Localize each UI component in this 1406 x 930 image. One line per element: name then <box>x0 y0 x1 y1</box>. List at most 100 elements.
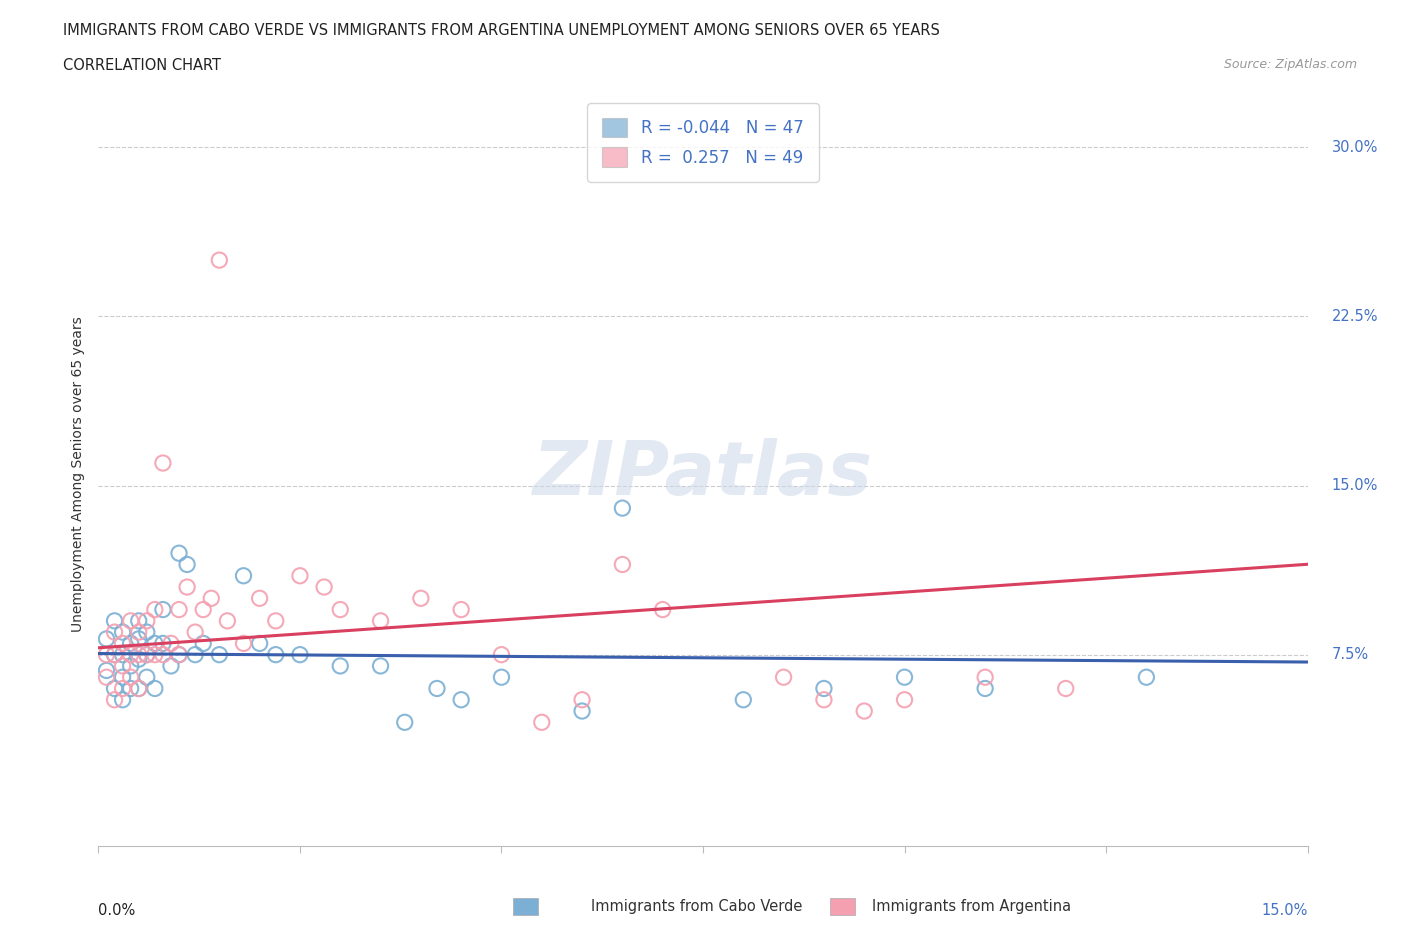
Point <box>143 602 166 617</box>
Point <box>103 692 125 707</box>
Point <box>249 591 271 605</box>
Text: ZIPatlas: ZIPatlas <box>533 438 873 511</box>
Point <box>167 546 190 561</box>
Point <box>167 647 190 662</box>
Point <box>111 670 134 684</box>
Point <box>450 602 472 617</box>
Point <box>111 658 134 673</box>
Point <box>200 591 222 605</box>
Point <box>152 636 174 651</box>
Point <box>232 568 254 583</box>
Point <box>184 625 207 640</box>
Point <box>128 614 150 629</box>
Point <box>176 557 198 572</box>
Point <box>96 631 118 646</box>
Text: 0.0%: 0.0% <box>98 903 135 918</box>
Point <box>152 602 174 617</box>
Point <box>103 647 125 662</box>
Point <box>128 681 150 696</box>
Point <box>409 591 432 605</box>
Point <box>128 681 150 696</box>
Point <box>135 614 157 629</box>
Point <box>893 692 915 707</box>
Point <box>208 253 231 268</box>
Point <box>249 636 271 651</box>
Point <box>813 681 835 696</box>
Point <box>143 681 166 696</box>
Point <box>1135 670 1157 684</box>
Point <box>893 670 915 684</box>
Point <box>152 456 174 471</box>
Point <box>329 602 352 617</box>
Point <box>288 647 311 662</box>
Point <box>160 636 183 651</box>
Point <box>143 636 166 651</box>
Point <box>184 647 207 662</box>
Point <box>612 500 634 515</box>
Point <box>1054 681 1077 696</box>
Point <box>426 681 449 696</box>
Point <box>111 692 134 707</box>
Point <box>772 670 794 684</box>
Point <box>491 647 513 662</box>
Point <box>571 692 593 707</box>
Point <box>329 658 352 673</box>
Point <box>111 681 134 696</box>
Point <box>217 614 239 629</box>
Point <box>103 681 125 696</box>
Text: Immigrants from Cabo Verde: Immigrants from Cabo Verde <box>591 899 801 914</box>
Y-axis label: Unemployment Among Seniors over 65 years: Unemployment Among Seniors over 65 years <box>72 316 86 632</box>
Text: IMMIGRANTS FROM CABO VERDE VS IMMIGRANTS FROM ARGENTINA UNEMPLOYMENT AMONG SENIO: IMMIGRANTS FROM CABO VERDE VS IMMIGRANTS… <box>63 23 941 38</box>
Point <box>111 647 134 662</box>
Point <box>135 647 157 662</box>
Point <box>160 658 183 673</box>
Point <box>176 579 198 594</box>
Point <box>264 647 287 662</box>
Point <box>232 636 254 651</box>
Text: 22.5%: 22.5% <box>1331 309 1378 324</box>
Point <box>193 636 215 651</box>
Point <box>143 647 166 662</box>
Point <box>120 681 142 696</box>
Point <box>111 625 134 640</box>
Point <box>135 625 157 640</box>
Point <box>208 647 231 662</box>
Point <box>120 636 142 651</box>
Point <box>571 704 593 719</box>
Point <box>135 670 157 684</box>
Point <box>96 647 118 662</box>
Point <box>491 670 513 684</box>
Legend: R = -0.044   N = 47, R =  0.257   N = 49: R = -0.044 N = 47, R = 0.257 N = 49 <box>588 103 818 181</box>
Point <box>651 602 673 617</box>
Text: Source: ZipAtlas.com: Source: ZipAtlas.com <box>1223 58 1357 71</box>
Point <box>612 557 634 572</box>
Point <box>288 568 311 583</box>
Point <box>264 614 287 629</box>
Point <box>450 692 472 707</box>
Point <box>128 647 150 662</box>
Text: 30.0%: 30.0% <box>1331 140 1378 155</box>
Point <box>103 647 125 662</box>
Text: 15.0%: 15.0% <box>1261 903 1308 918</box>
Point <box>167 602 190 617</box>
Point <box>103 614 125 629</box>
Point <box>974 670 997 684</box>
Point <box>128 625 150 640</box>
Point <box>120 614 142 629</box>
Point <box>128 631 150 646</box>
Point <box>135 647 157 662</box>
Point <box>853 704 876 719</box>
Point <box>530 715 553 730</box>
Point <box>394 715 416 730</box>
Point <box>813 692 835 707</box>
Point <box>103 625 125 640</box>
Text: CORRELATION CHART: CORRELATION CHART <box>63 58 221 73</box>
Point <box>152 647 174 662</box>
Point <box>120 670 142 684</box>
Text: 15.0%: 15.0% <box>1331 478 1378 493</box>
Point <box>120 658 142 673</box>
Point <box>111 636 134 651</box>
Text: 7.5%: 7.5% <box>1331 647 1369 662</box>
Point <box>370 658 392 673</box>
Point <box>96 663 118 678</box>
